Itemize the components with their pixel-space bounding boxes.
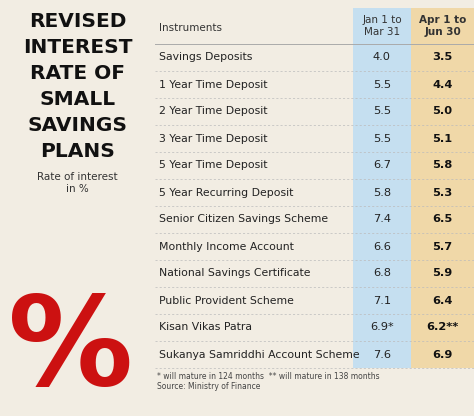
Text: RATE OF: RATE OF [30, 64, 125, 83]
Text: 5.8: 5.8 [432, 161, 453, 171]
Text: 3.5: 3.5 [432, 52, 453, 62]
Text: SAVINGS: SAVINGS [27, 116, 128, 135]
Text: 5.3: 5.3 [432, 188, 453, 198]
Text: 7.6: 7.6 [373, 349, 391, 359]
Text: 6.5: 6.5 [432, 215, 453, 225]
Text: 6.7: 6.7 [373, 161, 391, 171]
Text: 6.6: 6.6 [373, 242, 391, 252]
Text: Source: Ministry of Finance: Source: Ministry of Finance [157, 382, 260, 391]
Text: 6.9: 6.9 [432, 349, 453, 359]
Text: Savings Deposits: Savings Deposits [159, 52, 252, 62]
Text: 6.9*: 6.9* [370, 322, 394, 332]
Text: Kisan Vikas Patra: Kisan Vikas Patra [159, 322, 252, 332]
Bar [411, 8, 474, 368]
Text: REVISED: REVISED [29, 12, 126, 31]
Text: %: % [8, 290, 133, 411]
Text: 6.8: 6.8 [373, 268, 391, 278]
Text: Jan 1 to
Mar 31: Jan 1 to Mar 31 [362, 15, 402, 37]
Text: Senior Citizen Savings Scheme: Senior Citizen Savings Scheme [159, 215, 328, 225]
Text: 7.4: 7.4 [373, 215, 391, 225]
Text: 7.1: 7.1 [373, 295, 391, 305]
Text: 6.4: 6.4 [432, 295, 453, 305]
Text: * will mature in 124 months  ** will mature in 138 months: * will mature in 124 months ** will matu… [157, 372, 380, 381]
Text: Monthly Income Account: Monthly Income Account [159, 242, 294, 252]
Text: SMALL: SMALL [39, 90, 116, 109]
Text: 5.5: 5.5 [373, 106, 391, 116]
Text: 5.1: 5.1 [432, 134, 453, 144]
Text: Apr 1 to
Jun 30: Apr 1 to Jun 30 [419, 15, 466, 37]
Text: 5 Year Recurring Deposit: 5 Year Recurring Deposit [159, 188, 293, 198]
Text: Public Provident Scheme: Public Provident Scheme [159, 295, 294, 305]
Text: 6.2**: 6.2** [427, 322, 459, 332]
Text: INTEREST: INTEREST [23, 38, 132, 57]
Text: 5.8: 5.8 [373, 188, 391, 198]
Text: Instruments: Instruments [159, 23, 222, 33]
Text: PLANS: PLANS [40, 142, 115, 161]
Text: 4.0: 4.0 [373, 52, 391, 62]
Text: National Savings Certificate: National Savings Certificate [159, 268, 310, 278]
Text: 5.5: 5.5 [373, 134, 391, 144]
Text: Rate of interest
in %: Rate of interest in % [37, 172, 118, 194]
Text: 2 Year Time Deposit: 2 Year Time Deposit [159, 106, 267, 116]
Text: 5 Year Time Deposit: 5 Year Time Deposit [159, 161, 267, 171]
Text: Sukanya Samriddhi Account Scheme: Sukanya Samriddhi Account Scheme [159, 349, 360, 359]
Text: 5.7: 5.7 [432, 242, 453, 252]
Text: 5.0: 5.0 [432, 106, 453, 116]
Text: 3 Year Time Deposit: 3 Year Time Deposit [159, 134, 267, 144]
Text: 5.9: 5.9 [432, 268, 453, 278]
Text: 1 Year Time Deposit: 1 Year Time Deposit [159, 79, 267, 89]
Text: 4.4: 4.4 [432, 79, 453, 89]
Text: 5.5: 5.5 [373, 79, 391, 89]
Bar [353, 8, 411, 368]
